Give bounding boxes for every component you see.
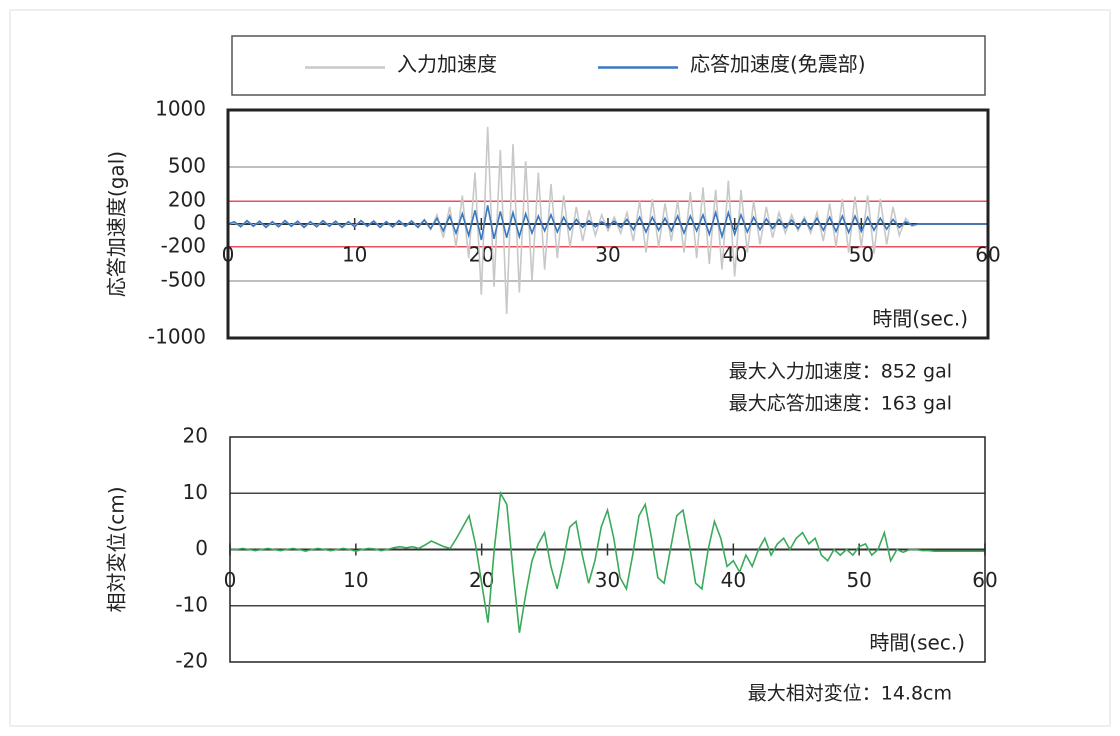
- y-tick-label: -20: [175, 649, 208, 673]
- y-tick-label: -200: [161, 233, 206, 257]
- annotation: 最大応答加速度：163 gal: [729, 393, 952, 415]
- x-tick-label: 10: [342, 243, 367, 267]
- legend-box: [231, 35, 986, 96]
- x-tick-label: 40: [722, 243, 747, 267]
- data-line: [230, 490, 985, 633]
- y-tick-label: 200: [168, 188, 206, 212]
- data-line: [227, 126, 988, 315]
- plot-border: [226, 108, 990, 340]
- y-axis-label: 相対変位(cm): [105, 486, 129, 612]
- y-tick-label: -500: [161, 268, 206, 292]
- y-tick-label: -1000: [148, 325, 206, 349]
- y-tick-label: 500: [168, 154, 206, 178]
- x-tick-label: 10: [343, 568, 368, 592]
- x-axis-label: 時間(sec.): [869, 631, 965, 655]
- legend-label: 入力加速度: [397, 52, 497, 76]
- annotation: 最大相対変位：14.8cm: [748, 683, 952, 705]
- x-tick-label: 30: [595, 568, 620, 592]
- legend-label: 応答加速度(免震部): [690, 52, 866, 76]
- x-tick-label: 50: [846, 568, 871, 592]
- data-line: [227, 205, 988, 241]
- y-tick-label: 1000: [155, 97, 206, 121]
- y-axis-label: 応答加速度(gal): [105, 151, 129, 297]
- y-tick-label: 0: [195, 536, 208, 560]
- y-tick-label: -10: [175, 592, 208, 616]
- x-tick-label: 20: [469, 243, 494, 267]
- y-tick-label: 20: [183, 424, 208, 448]
- x-tick-label: 30: [595, 243, 620, 267]
- plot-border: [229, 436, 986, 663]
- y-tick-label: 10: [183, 480, 208, 504]
- y-tick-label: 0: [193, 211, 206, 235]
- x-tick-label: 40: [721, 568, 746, 592]
- x-axis-label: 時間(sec.): [872, 307, 968, 331]
- annotation: 最大入力加速度：852 gal: [729, 361, 952, 383]
